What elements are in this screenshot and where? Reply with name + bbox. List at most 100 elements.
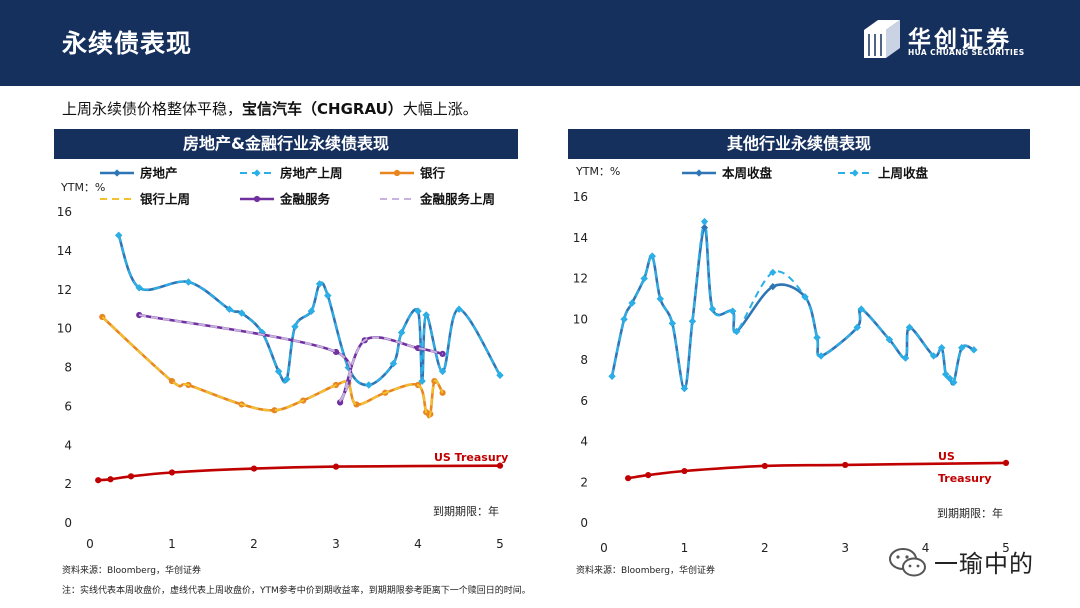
data-point xyxy=(95,477,102,484)
data-point xyxy=(885,336,894,344)
x-tick-label: 3 xyxy=(332,537,340,551)
data-point xyxy=(930,352,938,360)
series-金融服务上周 xyxy=(139,314,443,404)
data-point xyxy=(113,169,121,177)
x-tick-label: 5 xyxy=(1002,541,1010,555)
data-point xyxy=(238,309,246,317)
y-tick-label: 2 xyxy=(64,477,72,491)
data-point xyxy=(393,169,401,177)
data-point xyxy=(769,283,777,291)
y-tick-label: 0 xyxy=(64,516,72,530)
data-point xyxy=(733,327,741,336)
data-point xyxy=(1002,459,1010,466)
page-title: 永续债表现 xyxy=(62,29,193,58)
data-point xyxy=(283,375,291,383)
data-point xyxy=(628,299,636,307)
data-point xyxy=(708,305,717,313)
data-point xyxy=(905,323,914,331)
x-tick-label: 2 xyxy=(250,537,258,551)
x-tick-label: 5 xyxy=(496,537,504,551)
data-point xyxy=(857,305,865,313)
x-axis-label: 到期期限：年 xyxy=(937,506,1003,520)
footnote: 注：实线代表本周收盘价，虚线代表上周收盘价，YTM参考中价到期收益率，到期期限参… xyxy=(62,586,531,596)
data-point xyxy=(253,169,261,177)
y-tick-label: 6 xyxy=(580,394,588,408)
legend-label: 房地产 xyxy=(140,166,178,181)
legend-label: 房地产上周 xyxy=(280,166,343,181)
x-tick-label: 3 xyxy=(841,541,849,555)
data-point xyxy=(389,360,397,368)
data-point xyxy=(640,274,648,283)
data-point xyxy=(700,217,709,226)
data-point xyxy=(950,378,958,387)
data-point xyxy=(271,407,278,414)
legend-item: 上周收盘 xyxy=(838,166,929,181)
brand-name: 华创证券 xyxy=(908,27,1012,53)
legend-item: 金融服务上周 xyxy=(380,192,495,207)
y-tick-label: 8 xyxy=(64,361,72,375)
brand-subtitle: HUA CHUANG SECURITIES xyxy=(908,48,1025,57)
y-tick-label: 14 xyxy=(573,231,588,245)
watermark-text: 一瑜中的 xyxy=(934,550,1034,578)
data-point xyxy=(324,291,332,300)
data-point xyxy=(680,384,688,393)
data-point xyxy=(688,317,697,325)
data-point xyxy=(496,371,504,379)
legend-item: 本周收盘 xyxy=(682,166,773,181)
legend-label: 金融服务上周 xyxy=(419,192,495,207)
x-tick-label: 1 xyxy=(681,541,689,555)
legend-label: 本周收盘 xyxy=(722,166,773,181)
data-point xyxy=(729,307,737,315)
data-point xyxy=(938,344,946,352)
x-tick-label: 4 xyxy=(922,541,930,555)
data-point xyxy=(648,252,656,260)
right-chart-title: 其他行业永续债表现 xyxy=(568,129,1030,159)
y-tick-label: 10 xyxy=(573,312,588,326)
wechat-icon xyxy=(889,548,926,577)
data-point xyxy=(107,476,114,483)
data-point xyxy=(842,461,849,469)
data-point xyxy=(291,323,299,331)
x-tick-label: 1 xyxy=(168,537,176,551)
series-US Treasury xyxy=(625,459,1010,482)
series-line xyxy=(98,464,501,482)
legend-item: 房地产上周 xyxy=(240,166,343,181)
series-US Treasury xyxy=(95,462,504,484)
summary-pre: 上周永续债价格整体平稳， xyxy=(62,100,243,118)
series-line xyxy=(139,314,443,404)
legend-label: 银行 xyxy=(420,166,446,181)
data-point xyxy=(853,323,861,331)
data-point xyxy=(253,195,261,203)
data-point xyxy=(439,367,447,375)
data-point xyxy=(668,319,676,327)
data-point xyxy=(695,169,703,177)
y-tick-label: 6 xyxy=(64,399,72,413)
series-上周收盘 xyxy=(608,217,978,393)
y-tick-label: 2 xyxy=(580,475,588,489)
company-logo: 华创证券 HUA CHUANG SECURITIES xyxy=(864,20,1044,64)
data-point xyxy=(681,467,688,475)
data-point xyxy=(958,344,966,352)
us-treasury-label: US xyxy=(938,450,955,463)
data-point xyxy=(418,377,426,385)
x-axis-label: 到期期限：年 xyxy=(433,504,499,518)
data-point xyxy=(414,344,422,352)
logo-cube-icon xyxy=(864,20,900,58)
data-point xyxy=(250,465,258,472)
data-point xyxy=(316,280,324,288)
data-point xyxy=(608,372,616,380)
legend-label: 上周收盘 xyxy=(878,166,929,181)
data-point xyxy=(656,295,664,303)
series-line xyxy=(610,226,975,390)
y-axis-label: YTM：% xyxy=(575,165,620,178)
legend-item: 房地产 xyxy=(100,166,178,181)
data-point xyxy=(455,305,463,313)
data-point xyxy=(115,231,123,239)
data-point xyxy=(422,311,430,319)
data-point xyxy=(337,399,344,406)
us-treasury-label: Treasury xyxy=(938,472,992,485)
y-tick-label: 16 xyxy=(573,190,588,204)
y-tick-label: 12 xyxy=(57,283,72,297)
